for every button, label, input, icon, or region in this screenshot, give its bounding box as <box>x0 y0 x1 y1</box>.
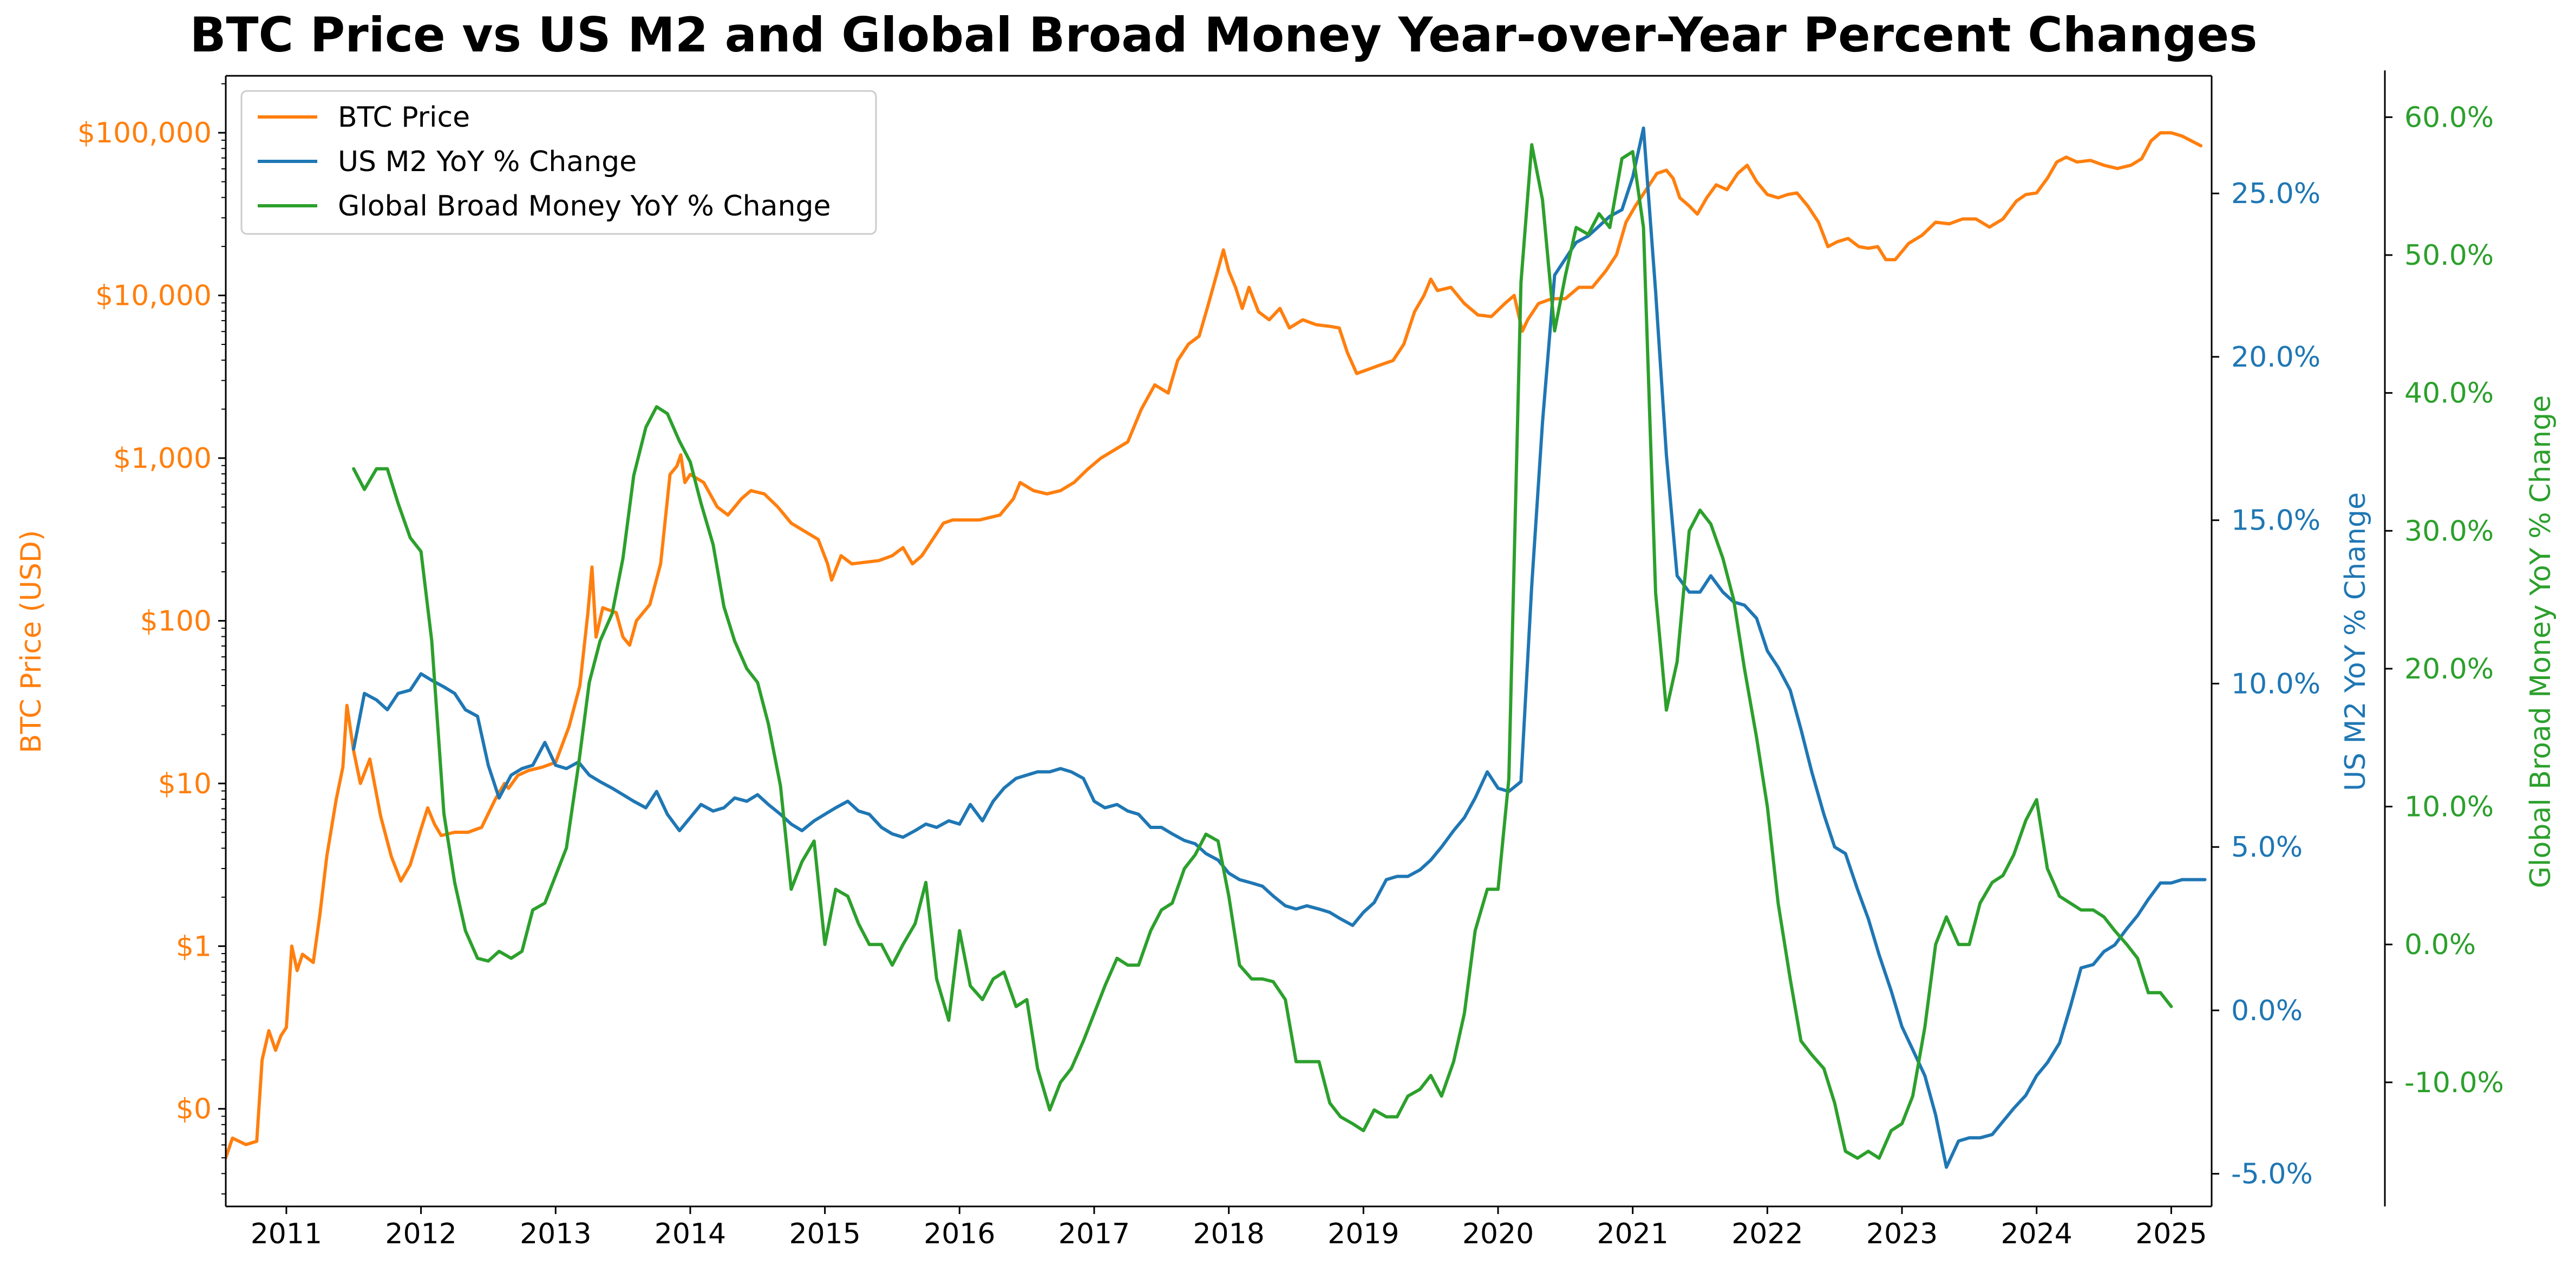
x-tick-label: 2014 <box>655 1218 726 1250</box>
x-tick-label: 2012 <box>385 1218 456 1250</box>
legend-entry-label: BTC Price <box>338 101 470 134</box>
x-tick-label: 2022 <box>1731 1218 1803 1250</box>
gbm-tick-label: 10.0% <box>2404 791 2494 824</box>
x-tick-label: 2011 <box>251 1218 322 1250</box>
x-tick-label: 2013 <box>520 1218 591 1250</box>
gbm-tick-label: 0.0% <box>2404 929 2476 961</box>
gbm-tick-label: 20.0% <box>2404 653 2494 686</box>
m2-axis-label: US M2 YoY % Change <box>2339 492 2372 791</box>
m2-tick-label: 20.0% <box>2231 341 2320 374</box>
x-tick-label: 2015 <box>789 1218 860 1250</box>
series-line-us-m2 <box>352 126 2207 1169</box>
x-tick-label: 2016 <box>924 1218 995 1250</box>
m2-tick-label: 10.0% <box>2231 668 2320 700</box>
x-tick-label: 2018 <box>1193 1218 1264 1250</box>
m2-tick-label: 5.0% <box>2231 831 2303 864</box>
btc-tick-label: $1,000 <box>113 442 212 475</box>
x-tick-label: 2025 <box>2135 1218 2207 1250</box>
btc-tick-label: $1 <box>176 930 212 963</box>
gbm-tick-label: -10.0% <box>2404 1067 2504 1099</box>
x-tick-label: 2017 <box>1058 1218 1130 1250</box>
btc-axis-label: BTC Price (USD) <box>15 530 48 753</box>
x-tick-label: 2021 <box>1597 1218 1669 1250</box>
series-layer <box>226 126 2207 1169</box>
legend-box <box>240 90 877 235</box>
m2-tick-label: 15.0% <box>2231 505 2320 537</box>
btc-tick-label: $10,000 <box>95 280 212 312</box>
chart-title: BTC Price vs US M2 and Global Broad Mone… <box>189 7 2257 63</box>
legend-entry-label: US M2 YoY % Change <box>338 146 637 178</box>
btc-tick-label: $0 <box>176 1093 212 1126</box>
legend-entry-label: Global Broad Money YoY % Change <box>338 190 831 223</box>
m2-tick-label: 0.0% <box>2231 995 2303 1027</box>
m2-tick-label: 25.0% <box>2231 178 2320 210</box>
x-tick-label: 2024 <box>2001 1218 2072 1250</box>
gbm-axis-label: Global Broad Money YoY % Change <box>2525 395 2557 888</box>
btc-tick-label: $100 <box>140 605 212 637</box>
axes-layer: 2011 2012 2013 2014 2015 2016 2017 2018 2019 2020… <box>15 70 2557 1250</box>
btc-tick-label: $100,000 <box>77 117 212 149</box>
series-line-btc <box>226 131 2203 1159</box>
gbm-tick-label: 30.0% <box>2404 515 2494 547</box>
gbm-tick-label: 60.0% <box>2404 101 2494 134</box>
btc-tick-label: $10 <box>158 768 212 800</box>
x-tick-label: 2019 <box>1328 1218 1399 1250</box>
series-line-global-broad-money <box>352 143 2173 1160</box>
gbm-tick-label: 50.0% <box>2404 239 2494 272</box>
x-tick-label: 2020 <box>1462 1218 1534 1250</box>
legend: BTC Price US M2 YoY % Change Global Broad … <box>240 90 877 235</box>
m2-tick-label: -5.0% <box>2231 1158 2313 1191</box>
x-tick-label: 2023 <box>1866 1218 1938 1250</box>
gbm-tick-label: 40.0% <box>2404 377 2494 410</box>
